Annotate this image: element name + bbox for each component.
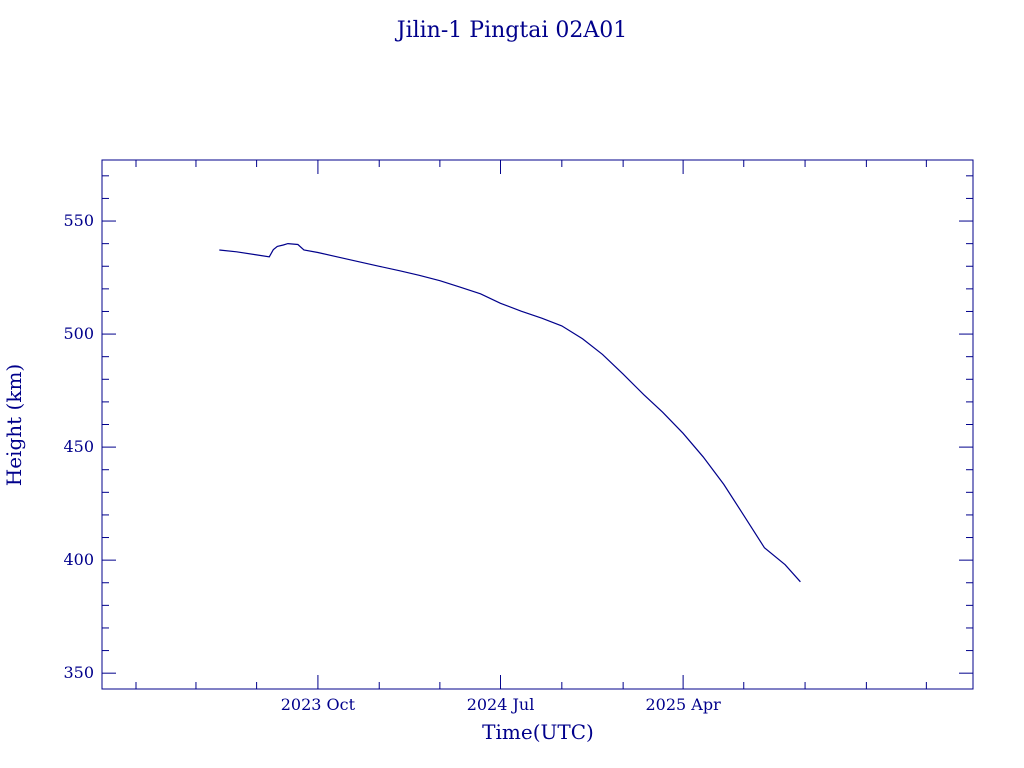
y-tick-label: 450 (63, 437, 94, 456)
y-tick-label: 500 (63, 324, 94, 343)
x-tick-label: 2023 Oct (281, 695, 356, 714)
x-tick-label: 2024 Jul (467, 695, 535, 714)
y-tick-label: 550 (63, 211, 94, 230)
chart-title: Jilin-1 Pingtai 02A01 (395, 18, 627, 43)
height-line (219, 242, 801, 583)
y-axis-label: Height (km) (2, 364, 26, 486)
y-tick-label: 350 (63, 663, 94, 682)
plot-frame (101, 159, 974, 690)
x-tick-label: 2025 Apr (645, 695, 721, 714)
axis-ticks (102, 160, 973, 689)
y-tick-label: 400 (63, 550, 94, 569)
x-axis-label: Time(UTC) (482, 720, 594, 744)
axis-tick-labels: 350 400 450 500 550 2023 Oct 2024 Jul 2025 Apr (63, 211, 721, 714)
